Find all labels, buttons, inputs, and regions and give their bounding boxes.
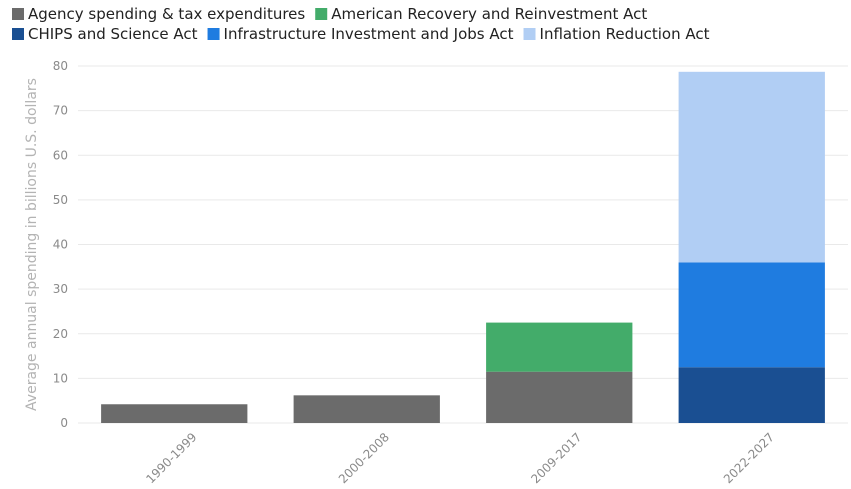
legend-label: Inflation Reduction Act	[540, 25, 710, 43]
bars	[101, 71, 825, 423]
y-tick-label: 70	[53, 104, 68, 118]
legend-label: CHIPS and Science Act	[28, 25, 198, 43]
x-tick-label: 2022-2027	[721, 430, 777, 486]
legend-label: Agency spending & tax expenditures	[28, 5, 305, 23]
legend-swatch	[523, 28, 536, 40]
legend-swatch	[12, 28, 24, 40]
legend-item-infrastructure-investment-and-jobs-act: Infrastructure Investment and Jobs Act	[207, 25, 514, 43]
bar-agency-spending-tax-expenditures-1990-1999	[101, 404, 248, 423]
bar-american-recovery-and-reinvestment-act-2009-2017	[486, 322, 633, 372]
legend-item-inflation-reduction-act: Inflation Reduction Act	[523, 25, 710, 43]
y-tick-label: 40	[53, 238, 68, 252]
y-tick-label: 0	[60, 416, 68, 430]
y-axis-title: Average annual spending in billions U.S.…	[24, 78, 40, 411]
y-tick-label: 10	[53, 371, 68, 385]
y-axis: 0 10 20 30 40 50 60 70 80	[53, 59, 68, 430]
legend-item-american-recovery-and-reinvestment-act: American Recovery and Reinvestment Act	[315, 5, 647, 23]
legend-item-chips-and-science-act: CHIPS and Science Act	[12, 25, 198, 43]
y-tick-label: 60	[53, 148, 68, 162]
x-tick-label: 1990-1999	[143, 430, 199, 486]
x-axis: 1990-1999 2000-2008 2009-2017 2022-2027	[143, 430, 777, 486]
x-tick-label: 2000-2008	[336, 430, 392, 486]
legend: Agency spending & tax expenditures Americ…	[12, 5, 710, 43]
legend-swatch	[207, 28, 220, 40]
bar-chips-and-science-act-2022-2027	[678, 367, 825, 423]
y-tick-label: 30	[53, 282, 68, 296]
legend-label: American Recovery and Reinvestment Act	[331, 5, 647, 23]
legend-item-agency-spending-tax-expenditures: Agency spending & tax expenditures	[12, 5, 305, 23]
bar-infrastructure-investment-and-jobs-act-2022-2027	[678, 262, 825, 368]
legend-label: Infrastructure Investment and Jobs Act	[224, 25, 514, 43]
bar-inflation-reduction-act-2022-2027	[678, 71, 825, 263]
y-tick-label: 20	[53, 327, 68, 341]
bar-agency-spending-tax-expenditures-2009-2017	[486, 371, 633, 423]
y-tick-label: 80	[53, 59, 68, 73]
y-tick-label: 50	[53, 193, 68, 207]
legend-swatch	[315, 8, 328, 20]
legend-swatch	[12, 8, 24, 20]
x-tick-label: 2009-2017	[528, 430, 584, 486]
bar-agency-spending-tax-expenditures-2000-2008	[293, 395, 440, 423]
gridlines	[78, 65, 848, 424]
